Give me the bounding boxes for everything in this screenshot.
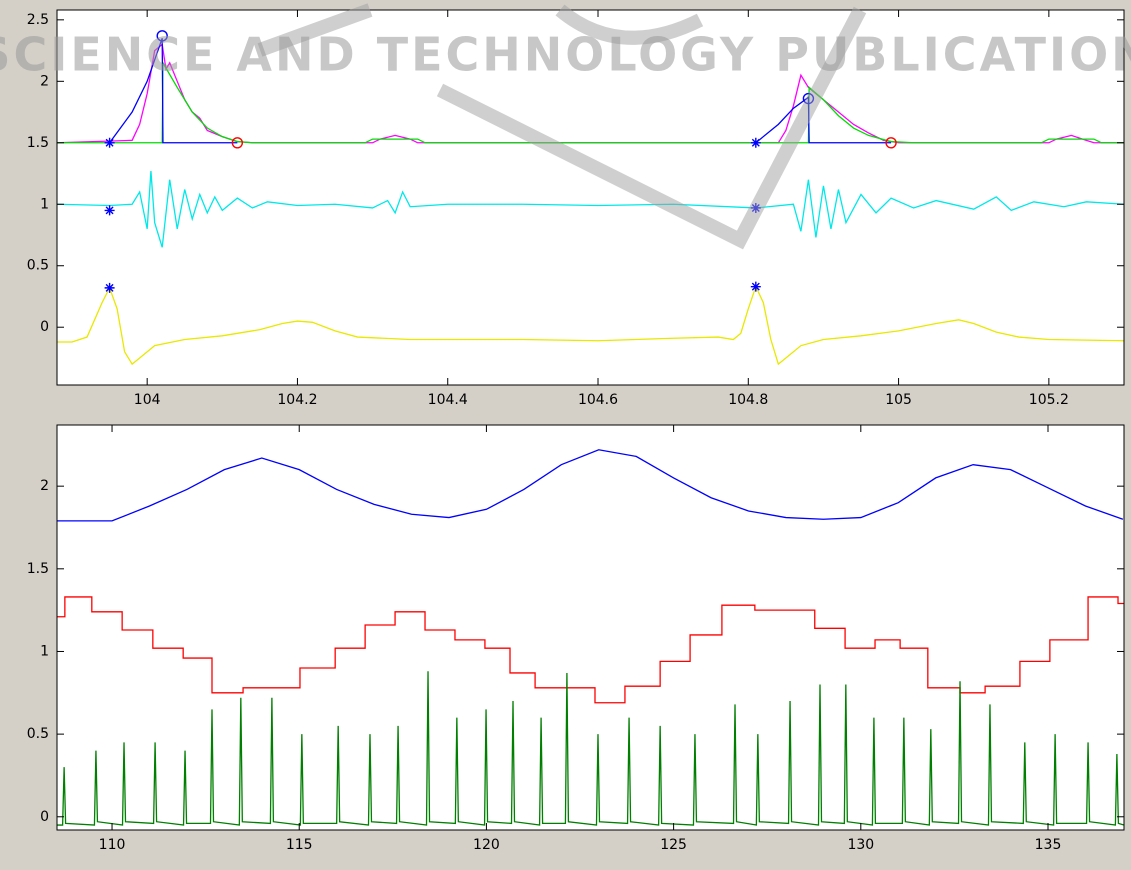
plots: 104 104.2 104.4 104.6 104.8 105 105.2 0 0.5 1 1.5 2… — [27, 9, 1125, 853]
circle-marker — [885, 137, 897, 149]
circle-marker — [156, 30, 168, 42]
y-tick-label: 0 — [40, 809, 49, 825]
watermark-shapes — [257, 3, 867, 250]
watermark-stroke — [257, 3, 373, 57]
y-tick-label: 0.5 — [27, 258, 49, 274]
axes-frame — [56, 424, 1125, 831]
x-tick-label: 104.2 — [277, 392, 317, 408]
series-line — [57, 171, 1124, 248]
y-tick-label: 0 — [40, 319, 49, 335]
x-tick-label: 104.4 — [428, 392, 468, 408]
axes: 110 115 120 125 130 135 0 0.5 1 1.5 2 — [27, 424, 1125, 853]
series-line — [57, 284, 1124, 366]
star-marker — [750, 281, 761, 292]
x-tick-label: 104 — [134, 392, 161, 408]
star-marker — [104, 205, 115, 216]
y-tick-label: 2.5 — [27, 12, 49, 28]
plot-area — [57, 425, 1124, 830]
data-layer — [57, 30, 1124, 366]
y-tick-label: 1 — [40, 196, 49, 212]
x-tick-label: 110 — [99, 837, 126, 853]
x-tick-label: 104.8 — [728, 392, 768, 408]
axes-frame — [56, 9, 1125, 386]
watermark: SCIENCE AND TECHNOLOGY PUBLICATION — [0, 28, 1131, 82]
x-tick-label: 105 — [885, 392, 912, 408]
series-line — [57, 449, 1124, 522]
watermark-stroke — [555, 4, 704, 45]
y-tick-label: 0.5 — [27, 726, 49, 742]
star-marker — [104, 137, 115, 148]
y-tick-label: 1.5 — [27, 135, 49, 151]
watermark-stroke — [436, 6, 867, 250]
y-tick-label: 2 — [40, 478, 49, 494]
axes: 104 104.2 104.4 104.6 104.8 105 105.2 0 0.5 1 1.5 2… — [27, 9, 1125, 408]
series-line — [109, 38, 892, 144]
series-line — [57, 671, 1124, 826]
x-tick-label: 130 — [847, 837, 874, 853]
x-tick-label: 105.2 — [1029, 392, 1069, 408]
star-marker — [750, 137, 761, 148]
star-marker — [104, 282, 115, 293]
x-tick-label: 104.6 — [578, 392, 618, 408]
data-layer — [57, 449, 1124, 826]
x-tick-label: 120 — [473, 837, 500, 853]
y-tick-label: 1.5 — [27, 561, 49, 577]
circle-marker — [231, 137, 244, 149]
series-line — [57, 60, 1124, 144]
x-tick-label: 125 — [660, 837, 687, 853]
x-tick-label: 135 — [1035, 837, 1062, 853]
y-tick-label: 2 — [40, 73, 49, 89]
x-tick-label: 115 — [286, 837, 313, 853]
y-tick-label: 1 — [40, 643, 49, 659]
